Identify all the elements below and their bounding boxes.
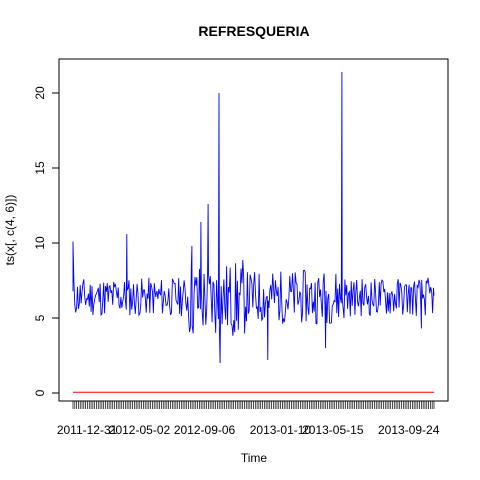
x-axis-label: Time bbox=[241, 451, 268, 465]
y-tick-label: 15 bbox=[33, 161, 47, 175]
y-tick-label: 0 bbox=[33, 389, 47, 396]
x-tick-marks bbox=[72, 401, 435, 409]
plot-frame bbox=[58, 58, 449, 402]
series-line-blue bbox=[72, 71, 435, 364]
y-axis-label: ts(x[, c(4, 6)]) bbox=[3, 195, 17, 266]
x-tick-label: 2012-05-02 bbox=[109, 423, 171, 437]
y-axis: 0 5 10 15 20 bbox=[33, 86, 60, 396]
x-tick-label: 2012-09-06 bbox=[174, 423, 236, 437]
x-tick-label: 2011-12-31 bbox=[57, 423, 118, 437]
chart-title: REFRESQUERIA bbox=[198, 23, 309, 39]
x-tick-label: 2013-05-15 bbox=[302, 423, 364, 437]
y-tick-label: 10 bbox=[33, 236, 47, 250]
x-tick-label: 2013-01-10 bbox=[250, 423, 312, 437]
x-tick-label: 2013-09-24 bbox=[378, 423, 440, 437]
y-tick-label: 5 bbox=[33, 314, 47, 321]
y-tick-label: 20 bbox=[33, 86, 47, 100]
plot-area bbox=[72, 71, 435, 393]
